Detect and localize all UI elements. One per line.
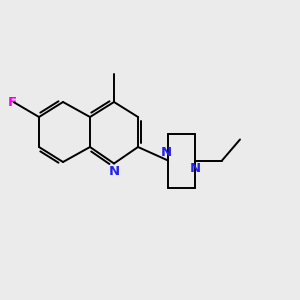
Text: N: N <box>161 146 172 159</box>
Text: N: N <box>189 162 201 176</box>
Text: N: N <box>108 165 120 178</box>
Text: F: F <box>8 95 16 109</box>
